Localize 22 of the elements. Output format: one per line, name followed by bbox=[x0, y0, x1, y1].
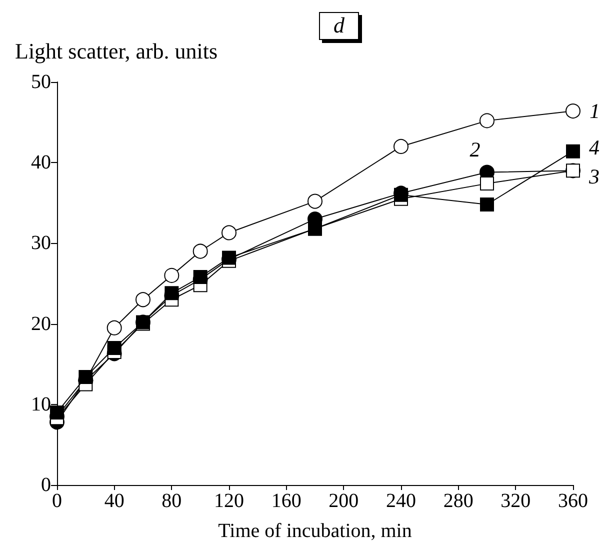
x-tick-label: 160 bbox=[271, 490, 302, 512]
y-tick-label: 0 bbox=[41, 474, 51, 496]
series-label: 2 bbox=[470, 137, 481, 162]
y-tick-label: 20 bbox=[31, 312, 51, 335]
x-tick-label: 200 bbox=[328, 490, 359, 512]
chart-title: d bbox=[334, 12, 346, 38]
x-tick-label: 40 bbox=[104, 490, 124, 512]
y-tick-label: 50 bbox=[31, 71, 51, 93]
x-tick-label: 240 bbox=[386, 490, 416, 512]
y-axis-title: Light scatter, arb. units bbox=[15, 38, 218, 64]
series-label: 4 bbox=[589, 135, 600, 160]
x-tick-label: 320 bbox=[500, 490, 531, 512]
x-tick-label: 360 bbox=[558, 490, 588, 512]
x-tick-label: 80 bbox=[162, 490, 182, 512]
series-label: 1 bbox=[590, 99, 600, 124]
y-tick-label: 40 bbox=[31, 152, 51, 174]
x-tick-label: 280 bbox=[443, 490, 474, 512]
x-tick-label: 120 bbox=[214, 490, 244, 512]
series-label: 3 bbox=[588, 164, 600, 189]
y-tick-label: 30 bbox=[31, 232, 51, 254]
y-tick-label: 10 bbox=[31, 393, 51, 416]
x-axis-title: Time of incubation, min bbox=[218, 520, 412, 542]
